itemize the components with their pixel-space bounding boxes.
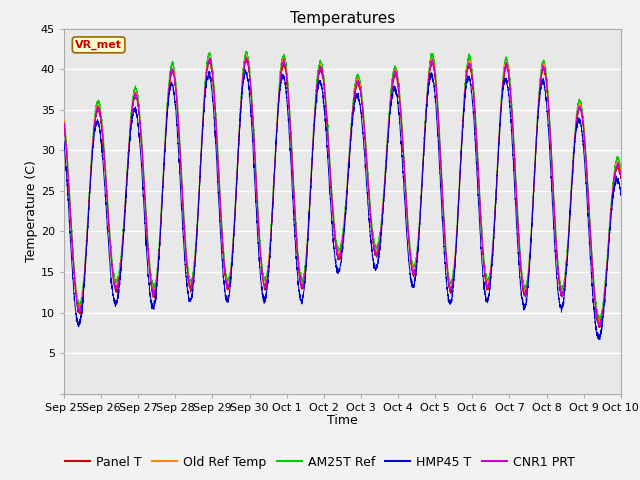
Title: Temperatures: Temperatures xyxy=(290,11,395,26)
X-axis label: Time: Time xyxy=(327,414,358,427)
Text: VR_met: VR_met xyxy=(75,40,122,50)
Legend: Panel T, Old Ref Temp, AM25T Ref, HMP45 T, CNR1 PRT: Panel T, Old Ref Temp, AM25T Ref, HMP45 … xyxy=(60,451,580,474)
Y-axis label: Temperature (C): Temperature (C) xyxy=(25,160,38,262)
